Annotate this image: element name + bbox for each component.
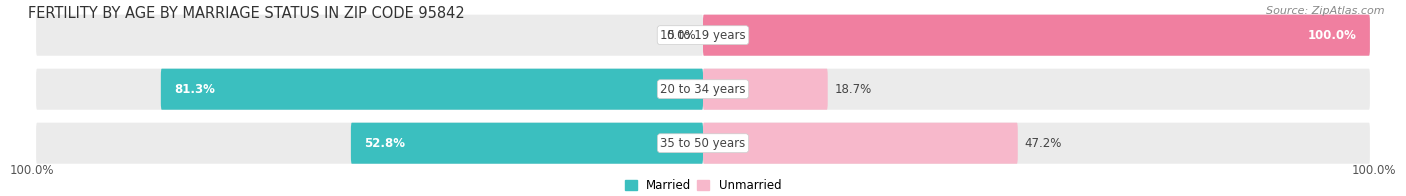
Text: 20 to 34 years: 20 to 34 years xyxy=(661,83,745,96)
FancyBboxPatch shape xyxy=(160,69,703,110)
Text: 15 to 19 years: 15 to 19 years xyxy=(661,29,745,42)
FancyBboxPatch shape xyxy=(703,15,1369,56)
Text: Source: ZipAtlas.com: Source: ZipAtlas.com xyxy=(1267,6,1385,16)
Legend: Married, Unmarried: Married, Unmarried xyxy=(620,174,786,196)
Text: 0.0%: 0.0% xyxy=(666,29,696,42)
Text: FERTILITY BY AGE BY MARRIAGE STATUS IN ZIP CODE 95842: FERTILITY BY AGE BY MARRIAGE STATUS IN Z… xyxy=(28,6,465,21)
Text: 18.7%: 18.7% xyxy=(834,83,872,96)
FancyBboxPatch shape xyxy=(352,123,703,164)
FancyBboxPatch shape xyxy=(703,15,1369,56)
Text: 47.2%: 47.2% xyxy=(1025,137,1062,150)
FancyBboxPatch shape xyxy=(703,69,828,110)
FancyBboxPatch shape xyxy=(703,123,1018,164)
Text: 100.0%: 100.0% xyxy=(10,164,53,177)
Text: 35 to 50 years: 35 to 50 years xyxy=(661,137,745,150)
FancyBboxPatch shape xyxy=(37,123,703,164)
Text: 100.0%: 100.0% xyxy=(1353,164,1396,177)
FancyBboxPatch shape xyxy=(37,69,703,110)
Text: 100.0%: 100.0% xyxy=(1308,29,1357,42)
FancyBboxPatch shape xyxy=(703,123,1369,164)
FancyBboxPatch shape xyxy=(703,69,1369,110)
Text: 52.8%: 52.8% xyxy=(364,137,405,150)
Text: 81.3%: 81.3% xyxy=(174,83,215,96)
FancyBboxPatch shape xyxy=(37,15,703,56)
